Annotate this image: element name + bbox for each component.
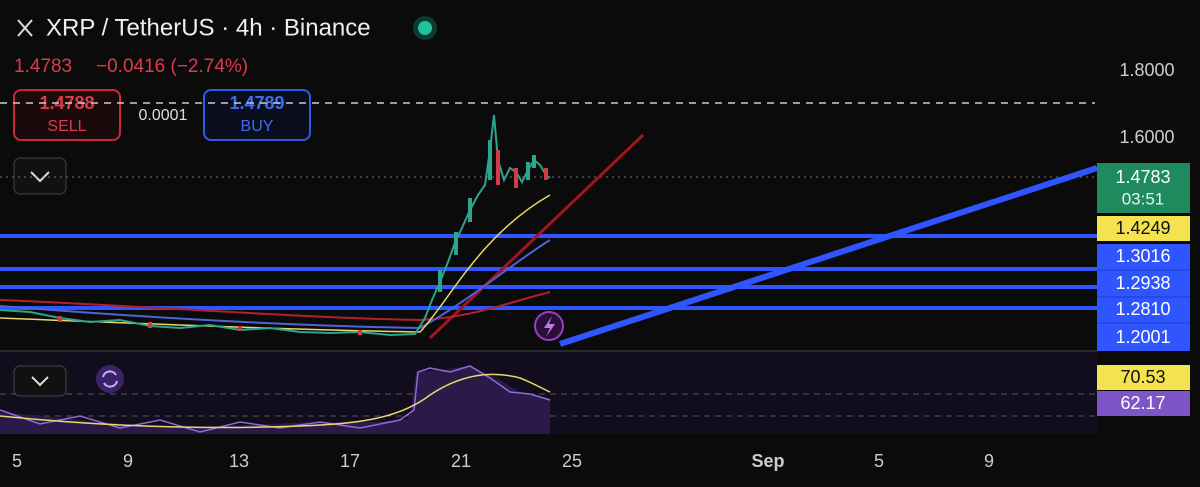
ma-blue: [0, 239, 551, 330]
level-lines: [0, 234, 1097, 310]
refresh-button[interactable]: [96, 365, 124, 393]
rsi-area: [0, 366, 550, 434]
date-label: 5: [12, 451, 22, 471]
sell-label: SELL: [47, 118, 86, 135]
chevron-icon: [30, 171, 50, 183]
ma-tag: [1097, 216, 1190, 241]
spread: 0.0001: [139, 107, 188, 124]
close-icon[interactable]: [17, 19, 33, 37]
indicator-tag-text: 62.17: [1120, 393, 1165, 413]
indicator-tag: [1097, 365, 1190, 390]
price-change: −0.0416 (−2.74%): [96, 56, 248, 77]
price-axis-label: 1.6000: [1119, 127, 1174, 147]
indicator-tag: [1097, 391, 1190, 416]
green-candles: [438, 140, 536, 292]
date-label: 5: [874, 451, 884, 471]
countdown: 03:51: [1122, 189, 1165, 208]
last-price: 1.4783: [14, 56, 72, 77]
buy-button[interactable]: [203, 89, 311, 141]
rsi-ma: [0, 373, 551, 429]
chevron-icon: [31, 376, 49, 387]
level-tag: 1.2001: [1115, 327, 1170, 347]
price-axis-label: 1.8000: [1119, 60, 1174, 80]
symbol-title: XRP / TetherUS · 4h · Binance: [46, 14, 371, 41]
trend-line: [559, 165, 1098, 347]
last-price-tag-text: 1.4783: [1115, 167, 1170, 187]
level-tag: 1.3016: [1115, 246, 1170, 266]
collapse-button[interactable]: [13, 157, 67, 195]
date-axis: 5 9 13 17 21 25 Sep 5 9: [12, 451, 994, 471]
buy-price: 1.4789: [229, 93, 284, 113]
date-label: 25: [562, 451, 582, 471]
date-label: 17: [340, 451, 360, 471]
date-label: 13: [229, 451, 249, 471]
buy-label: BUY: [241, 118, 274, 135]
level-tag: 1.2810: [1115, 299, 1170, 319]
indicator-tag-text: 70.53: [1120, 367, 1165, 387]
level-tag: 1.2938: [1115, 273, 1170, 293]
indicator-collapse[interactable]: [13, 365, 67, 397]
rsi-line: [0, 365, 551, 433]
date-label: 21: [451, 451, 471, 471]
lightning: [544, 316, 555, 337]
date-label: 9: [123, 451, 133, 471]
status-dot: [418, 21, 432, 35]
last-price-tag: [1097, 163, 1190, 213]
ma-tag-text: 1.4249: [1115, 218, 1170, 238]
ma-yellow: [0, 194, 551, 333]
trend-line-red: [428, 133, 645, 340]
refresh-icon: [102, 370, 118, 388]
red-candles: [58, 150, 548, 335]
date-label: 9: [984, 451, 994, 471]
date-label: Sep: [751, 451, 784, 471]
ma-red: [0, 291, 551, 322]
